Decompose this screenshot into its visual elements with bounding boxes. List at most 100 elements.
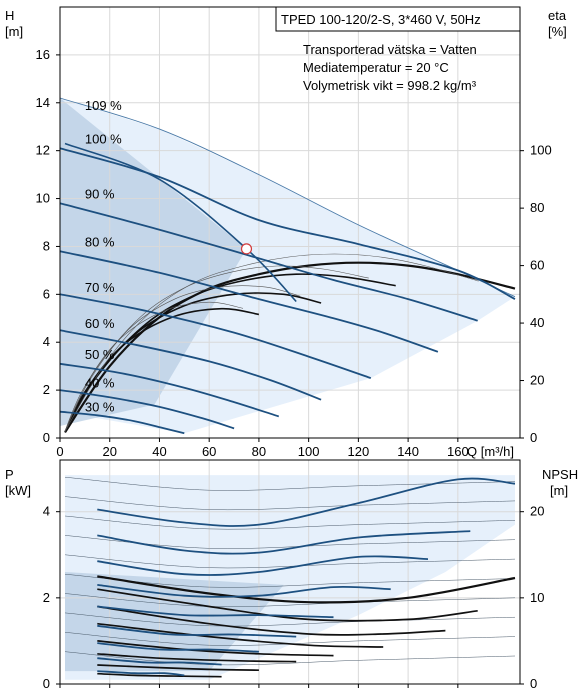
info-line: Transporterad vätska = Vatten [303,42,477,57]
power-curve [97,642,259,653]
y2-tick-label: 60 [530,258,544,273]
y-tick-label: 0 [43,676,50,691]
x-tick-label: 100 [298,444,320,459]
bottom-curves [64,476,516,678]
y2-axis-unit: [m] [550,483,568,498]
power-curve [97,657,222,666]
power-curve [97,670,185,677]
y2-tick-label: 0 [530,676,537,691]
eta-curve [64,307,260,433]
power-curve-thin [64,515,516,530]
y-tick-label: 12 [36,143,50,158]
npsh-curve [97,640,334,657]
power-curve [97,624,297,638]
y-tick-label: 4 [43,504,50,519]
y-axis-unit: [m] [5,24,23,39]
speed-label: 30 % [85,400,115,415]
system-curve [64,142,297,303]
y2-tick-label: 80 [530,200,544,215]
speed-label: 109 % [85,98,122,113]
eta-curve [64,261,516,433]
speed-label: 80 % [85,234,115,249]
chart-title: TPED 100-120/2-S, 3*460 V, 50Hz [281,12,481,27]
plot-frame [59,459,521,685]
eta-curve-thin [64,265,369,433]
y-tick-label: 14 [36,95,50,110]
y-tick-label: 16 [36,47,50,62]
info-line: Mediatemperatur = 20 °C [303,60,449,75]
speed-label: 60 % [85,316,115,331]
y-tick-label: 0 [43,430,50,445]
power-curve-thin [64,651,516,666]
x-tick-label: 20 [102,444,116,459]
npsh-curve [97,622,384,648]
top-axes [56,6,524,442]
y-tick-label: 6 [43,286,50,301]
x-tick-label: 160 [447,444,469,459]
power-npsh-chart: 0 2 4 0 10 20 P[kW] NPSH[m] [5,459,578,691]
power-curve [97,605,334,619]
npsh-curve [97,575,516,604]
y2-tick-label: 100 [530,143,552,158]
power-curve-thin [64,554,516,569]
head-curve [59,293,372,379]
npsh-curve [97,652,297,663]
head-curve [59,410,185,435]
head-efficiency-chart: 0 20 40 60 80 100 120 140 1600246810121416020406… [5,6,567,459]
title-box [275,6,521,32]
y2-axis-title: NPSH [542,467,578,482]
y2-tick-label: 40 [530,315,544,330]
power-curve-thin [64,593,516,608]
power-curve-thin [64,612,516,627]
x-tick-label: 60 [202,444,216,459]
y-tick-label: 2 [43,382,50,397]
bottom-axes [56,459,524,688]
y-tick-label: 4 [43,334,50,349]
y-tick-label: 8 [43,238,50,253]
x-tick-label: 40 [152,444,166,459]
power-curve [97,477,516,527]
y2-tick-label: 20 [530,504,544,519]
power-curve [97,530,471,555]
npsh-curve [97,672,222,678]
x-axis-title: Q [m³/h] [467,444,514,459]
y-axis-title: P [5,467,14,482]
speed-label: 90 % [85,187,115,202]
head-curve [59,362,280,418]
speed-label: 40 % [85,376,115,391]
npsh-curve [97,588,478,622]
npsh-curve [97,664,259,672]
power-curve [97,555,429,576]
power-curve-thin [64,476,516,491]
top-labels: 0 20 40 60 80 100 120 140 1600246810121416020406… [5,8,567,459]
bottom-labels: 0 2 4 0 10 20 P[kW] NPSH[m] [5,467,578,691]
y2-tick-label: 0 [530,430,537,445]
x-tick-label: 120 [348,444,370,459]
eta-curve-thin [64,285,301,433]
duty-point [240,243,253,255]
head-curve [59,389,235,430]
y-tick-label: 10 [36,191,50,206]
y2-axis-title: eta [548,8,567,23]
eta-curve [64,292,322,433]
x-tick-label: 140 [397,444,419,459]
top-curves [59,97,516,435]
power-curve [97,584,391,598]
info-line: Volymetrisk vikt = 998.2 kg/m³ [303,78,477,93]
npsh-curve [97,605,446,636]
x-tick-label: 80 [252,444,266,459]
speed-label: 70 % [85,280,115,295]
top-grid [59,7,520,439]
head-curve [59,202,478,322]
head-curve [59,329,322,401]
y2-axis-unit: [%] [548,24,567,39]
y-axis-unit: [kW] [5,483,31,498]
power-curve-thin [64,496,516,511]
power-area [65,475,515,680]
head-curve [59,250,439,353]
speed-label: 50 % [85,347,115,362]
low-flow-zone [60,98,247,426]
speed-label: 100 % [85,131,122,146]
x-tick-label: 0 [56,444,63,459]
y2-tick-label: 20 [530,373,544,388]
